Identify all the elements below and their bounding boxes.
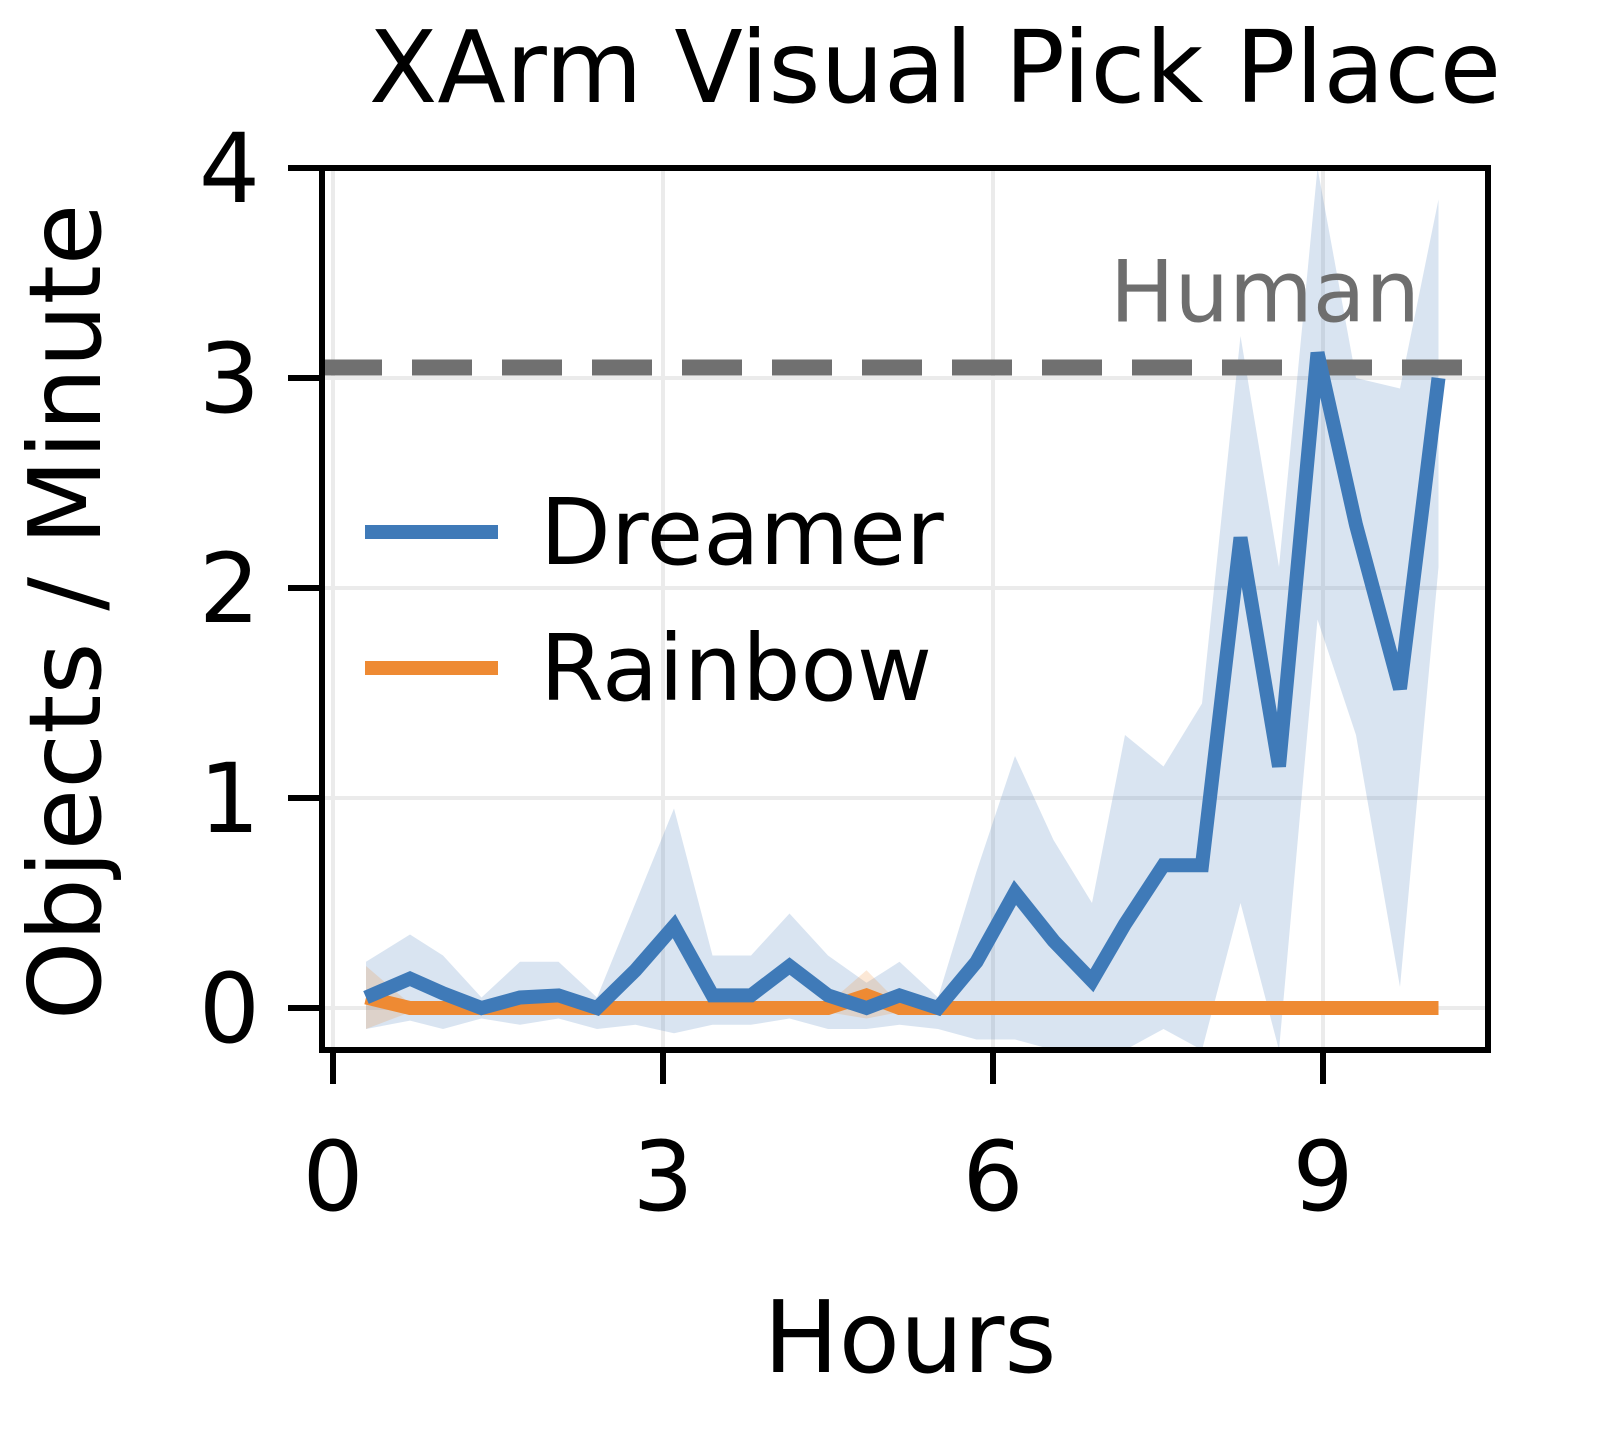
- x-tick-label: 6: [962, 1121, 1023, 1233]
- y-tick-label: 0: [199, 953, 260, 1065]
- x-tick-label: 9: [1292, 1121, 1353, 1233]
- x-tick-label: 3: [632, 1121, 693, 1233]
- plot-frame: [319, 165, 1491, 1053]
- series-line-rainbow: [364, 987, 1439, 1015]
- y-tick-label: 2: [199, 533, 260, 645]
- y-tick-label: 4: [199, 113, 260, 225]
- legend-label-rainbow: Rainbow: [540, 615, 932, 722]
- series-line-dreamer: [363, 351, 1446, 1017]
- y-tick-label: 1: [199, 743, 260, 855]
- axis-ticks: 0 3 6 9 0 1 2 3 4: [199, 113, 1354, 1233]
- legend: Dreamer Rainbow: [365, 479, 944, 722]
- reference-line-group: Human: [322, 243, 1476, 376]
- confidence-band-dreamer: [366, 168, 1439, 1050]
- confidence-bands: [366, 168, 1439, 1050]
- series-lines: [363, 351, 1446, 1017]
- human-reference-label: Human: [1110, 243, 1420, 343]
- x-tick-label: 0: [302, 1121, 363, 1233]
- x-axis-label: Hours: [764, 1279, 1057, 1396]
- chart-title: XArm Visual Pick Place: [369, 9, 1501, 126]
- y-tick-label: 3: [199, 323, 260, 435]
- legend-label-dreamer: Dreamer: [540, 479, 944, 586]
- y-axis-label: Objects / Minute: [7, 204, 124, 1021]
